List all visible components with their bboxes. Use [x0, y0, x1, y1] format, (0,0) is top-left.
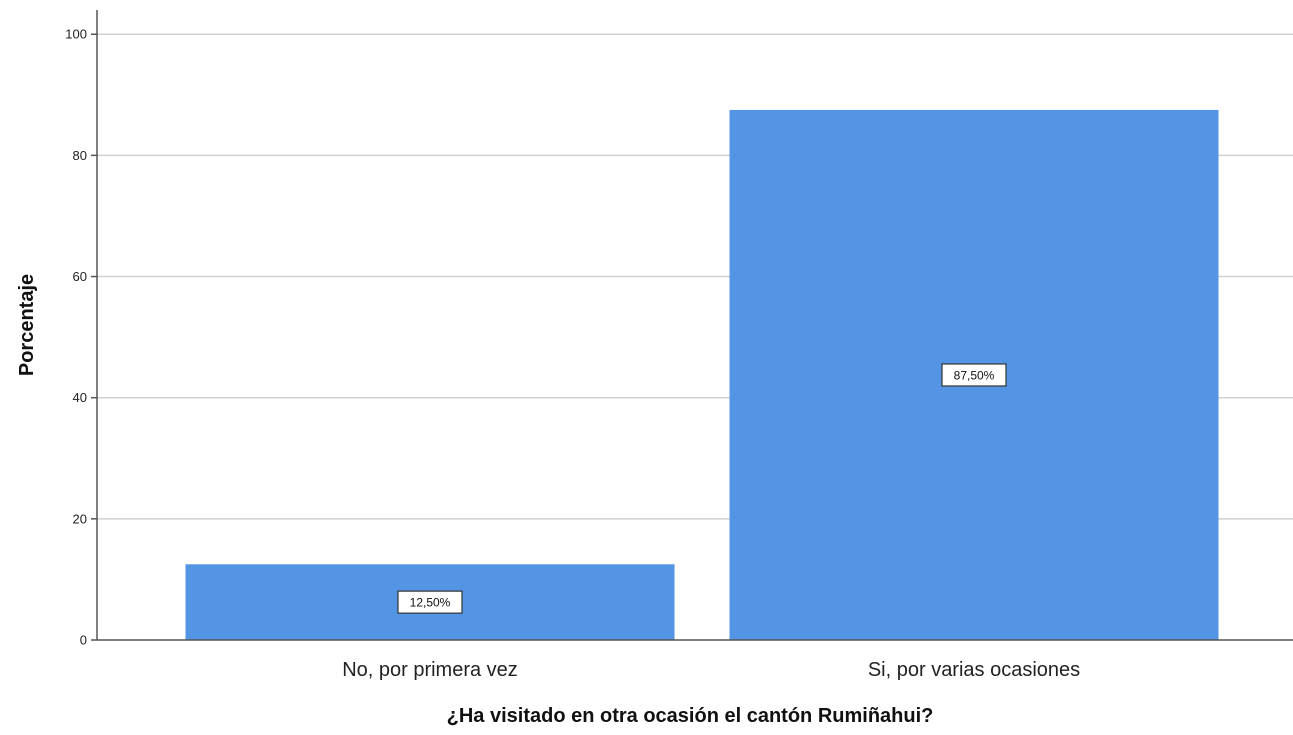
axes — [96, 10, 1293, 641]
bars — [185, 109, 1219, 641]
x-category-label: No, por primera vez — [342, 659, 518, 681]
data-labels: 12,50% 87,50% — [397, 363, 1007, 614]
data-label: 12,50% — [397, 590, 463, 614]
x-category-label: Si, por varias ocasiones — [868, 659, 1080, 681]
y-tick-label: 60 — [73, 269, 87, 284]
y-tick-label: 40 — [73, 390, 87, 405]
data-label-text: 87,50% — [954, 368, 995, 382]
y-tick-label: 80 — [73, 148, 87, 163]
y-tick-label: 100 — [65, 27, 87, 42]
x-category-labels: No, por primera vez Si, por varias ocasio… — [342, 659, 1080, 681]
data-label: 87,50% — [941, 363, 1007, 387]
y-axis-title: Porcentaje — [16, 274, 38, 376]
y-tick-labels: 0 20 40 60 80 100 — [65, 27, 97, 648]
data-label-box — [397, 590, 463, 614]
data-label-box — [941, 363, 1007, 387]
x-axis-title: ¿Ha visitado en otra ocasión el cantón R… — [447, 705, 934, 727]
y-tick-label: 20 — [73, 511, 87, 526]
data-label-text: 12,50% — [410, 596, 451, 610]
y-tick-label: 0 — [80, 633, 87, 648]
